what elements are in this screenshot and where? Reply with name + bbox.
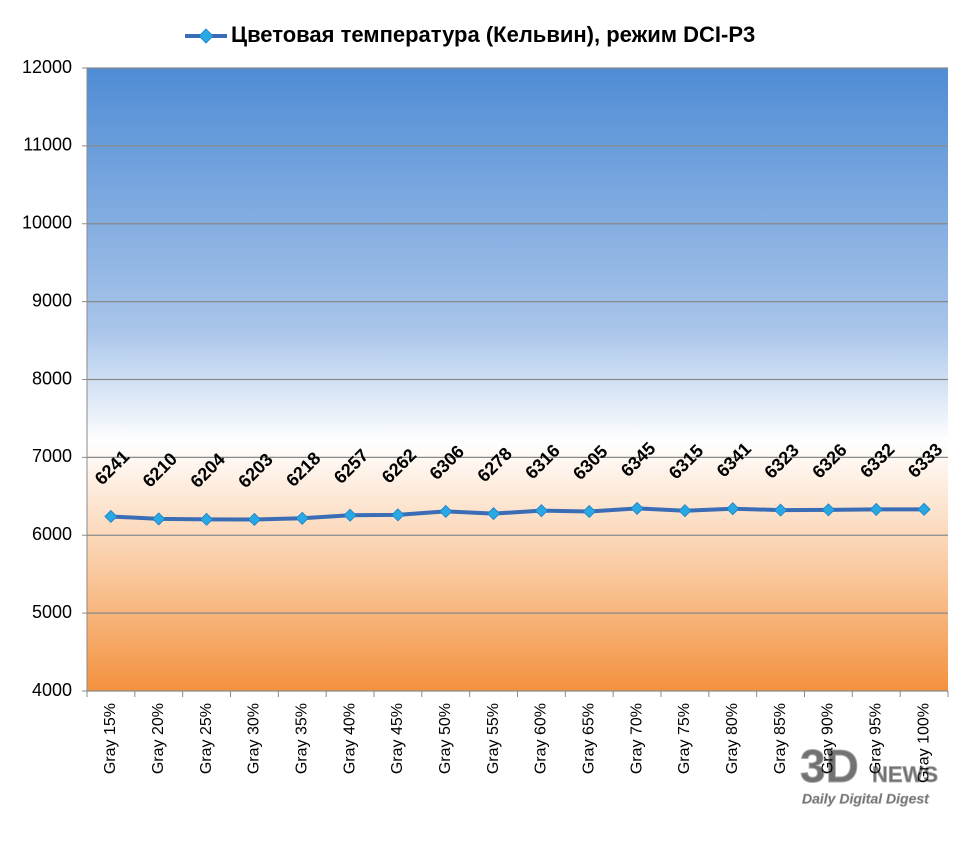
series-line: [110, 506, 925, 522]
y-tick-label: 5000: [32, 602, 72, 622]
y-tick-label: 4000: [32, 680, 72, 700]
x-tick-label: Gray 80%: [724, 703, 741, 774]
watermark-tagline: Daily Digital Digest: [802, 791, 930, 807]
legend-label: Цветовая температура (Кельвин), режим DC…: [231, 22, 755, 47]
data-point: [726, 502, 740, 516]
data-point: [582, 504, 596, 519]
x-tick-label: Gray 15%: [102, 703, 119, 774]
x-tick-label: Gray 40%: [341, 703, 358, 774]
data-point: [200, 512, 214, 526]
x-tick-label: Gray 100%: [915, 703, 932, 783]
data-point: [774, 503, 788, 517]
y-tick-label: 9000: [32, 290, 72, 310]
data-point: [917, 502, 931, 516]
data-point: [487, 507, 501, 521]
y-tick-label: 12000: [22, 57, 72, 77]
y-tick-label: 10000: [22, 213, 72, 233]
x-tick-label: Gray 60%: [533, 703, 550, 774]
data-point: [534, 504, 548, 518]
data-point: [152, 512, 166, 526]
x-tick-label: Gray 50%: [437, 703, 454, 774]
data-point: [630, 501, 644, 515]
x-tick-label: Gray 95%: [867, 703, 884, 774]
data-point: [343, 508, 357, 522]
x-tick-label: Gray 85%: [772, 703, 789, 774]
x-tick-label: Gray 90%: [820, 703, 837, 774]
data-point: [821, 503, 835, 517]
x-tick-label: Gray 25%: [198, 703, 215, 774]
data-point: [391, 508, 405, 522]
watermark-logo: 3D: [800, 740, 859, 792]
y-tick-label: 6000: [32, 524, 72, 544]
x-tick-label: Gray 45%: [389, 703, 406, 774]
y-tick-label: 11000: [23, 135, 72, 155]
x-tick-label: Gray 55%: [485, 703, 502, 774]
watermark: 3D NEWS Daily Digital Digest: [800, 740, 939, 807]
x-tick-label: Gray 70%: [628, 703, 645, 774]
x-tick-label: Gray 75%: [676, 703, 693, 774]
data-point: [869, 502, 883, 516]
x-tick-label: Gray 20%: [150, 703, 167, 774]
data-point: [247, 512, 261, 527]
x-tick-label: Gray 65%: [580, 703, 597, 774]
data-point: [295, 511, 309, 525]
data-point: [104, 509, 118, 524]
x-tick-label: Gray 30%: [246, 703, 263, 774]
x-tick-label: Gray 35%: [293, 703, 310, 774]
data-point: [439, 504, 453, 518]
watermark-name: NEWS: [872, 762, 938, 787]
y-tick-label: 7000: [32, 446, 72, 466]
legend-marker: [198, 28, 214, 44]
y-tick-label: 8000: [32, 368, 72, 388]
data-point: [678, 504, 692, 518]
